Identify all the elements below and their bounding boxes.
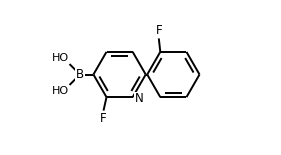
Text: B: B (76, 68, 84, 81)
Text: HO: HO (52, 86, 69, 96)
Text: F: F (155, 24, 162, 37)
Text: F: F (100, 112, 107, 125)
Text: N: N (134, 92, 143, 105)
Text: HO: HO (52, 53, 69, 63)
